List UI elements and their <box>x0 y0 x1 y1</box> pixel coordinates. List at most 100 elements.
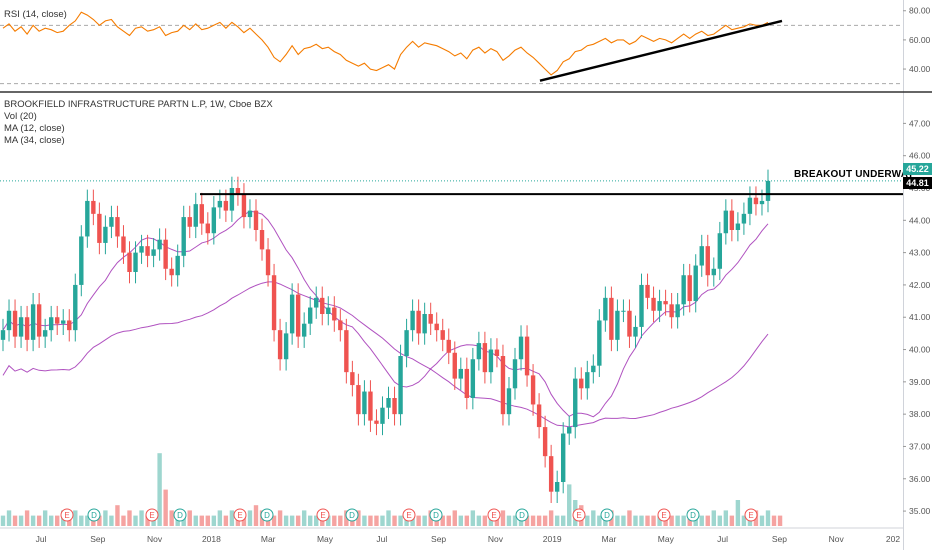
candle-body <box>42 330 48 337</box>
breakout-annotation: BREAKOUT UNDERWAY <box>794 169 915 180</box>
candle-body <box>55 317 60 324</box>
last-price-tag: 45.22 <box>903 163 932 175</box>
volume-bar <box>211 515 217 526</box>
volume-bar <box>289 515 295 526</box>
time-tick-label: Sep <box>772 534 787 544</box>
candle-body <box>265 249 271 276</box>
volume-bar <box>181 515 186 526</box>
price-tick-label: 47.00 <box>909 118 931 128</box>
dividend-marker <box>686 508 700 522</box>
candle-body <box>181 217 186 256</box>
volume-bar <box>295 515 301 526</box>
volume-bar <box>416 515 421 526</box>
volume-bar <box>741 515 747 526</box>
volume-bar <box>283 515 289 526</box>
volume-bar <box>115 505 120 526</box>
candle-body <box>145 246 150 256</box>
volume-bar <box>705 515 710 526</box>
volume-bar <box>97 515 102 526</box>
time-tick-label: Mar <box>602 534 617 544</box>
volume-bar <box>536 515 542 526</box>
volume-bar <box>380 515 385 526</box>
marker-letter: E <box>576 511 581 520</box>
volume-bar <box>482 515 488 526</box>
time-tick-label: May <box>658 534 675 544</box>
volume-bar <box>591 510 596 526</box>
candle-body <box>548 456 554 492</box>
marker-letter: D <box>690 511 696 520</box>
price-tick-label: 42.00 <box>909 280 931 290</box>
volume-bar <box>301 510 307 526</box>
volume-bar <box>42 510 48 526</box>
candle-body <box>139 246 144 253</box>
candle-body <box>573 378 578 428</box>
volume-bar <box>24 510 30 526</box>
candle-body <box>223 200 229 211</box>
candle-body <box>512 359 518 389</box>
candle-body <box>6 310 12 331</box>
candle-body <box>169 268 174 276</box>
volume-bar <box>777 515 783 526</box>
time-tick-label: Sep <box>431 534 446 544</box>
candle-body <box>693 265 698 302</box>
candle-body <box>67 320 72 331</box>
volume-bar <box>597 515 602 526</box>
volume-bar <box>121 515 126 526</box>
candle-body <box>452 352 457 379</box>
candle-body <box>410 310 415 331</box>
earnings-marker <box>145 508 159 522</box>
volume-bar <box>109 515 114 526</box>
candle-body <box>121 236 126 253</box>
volume-bar <box>530 515 536 526</box>
price-tick-label: 39.00 <box>909 377 931 387</box>
marker-letter: E <box>64 511 69 520</box>
volume-bar <box>627 510 632 526</box>
rsi-line <box>2 11 769 76</box>
candle-body <box>458 368 463 379</box>
candle-body <box>338 320 343 331</box>
price-tick-label: 38.00 <box>909 409 931 419</box>
volume-bar <box>199 515 204 526</box>
candle-body <box>681 275 686 305</box>
earnings-marker <box>744 508 758 522</box>
candle-body <box>217 200 223 208</box>
volume-bar <box>85 515 90 526</box>
candle-body <box>12 310 18 337</box>
time-tick-label: Nov <box>147 534 163 544</box>
volume-bar <box>735 500 741 526</box>
candle-body <box>663 301 668 305</box>
candle-body <box>422 314 427 334</box>
volume-bar <box>398 515 403 526</box>
candle-body <box>175 255 180 276</box>
volume-bar <box>362 515 367 526</box>
volume-bar <box>542 515 548 526</box>
candle-body <box>560 433 566 482</box>
candle-body <box>36 304 42 337</box>
candle-body <box>392 398 397 415</box>
candle-body <box>446 339 451 353</box>
volume-bar <box>205 515 211 526</box>
candle-body <box>747 197 753 214</box>
volume-bar <box>36 515 42 526</box>
candle-body <box>398 356 403 415</box>
candle-body <box>332 307 337 321</box>
candle-body <box>554 482 560 492</box>
rsi-trendline <box>539 19 783 82</box>
earnings-marker <box>233 508 247 522</box>
candle-body <box>187 217 192 227</box>
volume-bar <box>512 515 518 526</box>
candle-body <box>314 297 319 308</box>
price-tick-label: 46.00 <box>909 151 931 161</box>
candle-body <box>380 407 385 424</box>
candle-body <box>687 275 692 302</box>
candle-body <box>579 378 584 389</box>
candle-body <box>434 323 439 331</box>
candle-body <box>542 427 548 457</box>
candle-body <box>91 200 96 214</box>
candle-body <box>440 330 445 340</box>
candle-body <box>109 217 114 227</box>
earnings-marker <box>657 508 671 522</box>
candle-body <box>301 323 307 337</box>
candle-body <box>374 420 379 424</box>
